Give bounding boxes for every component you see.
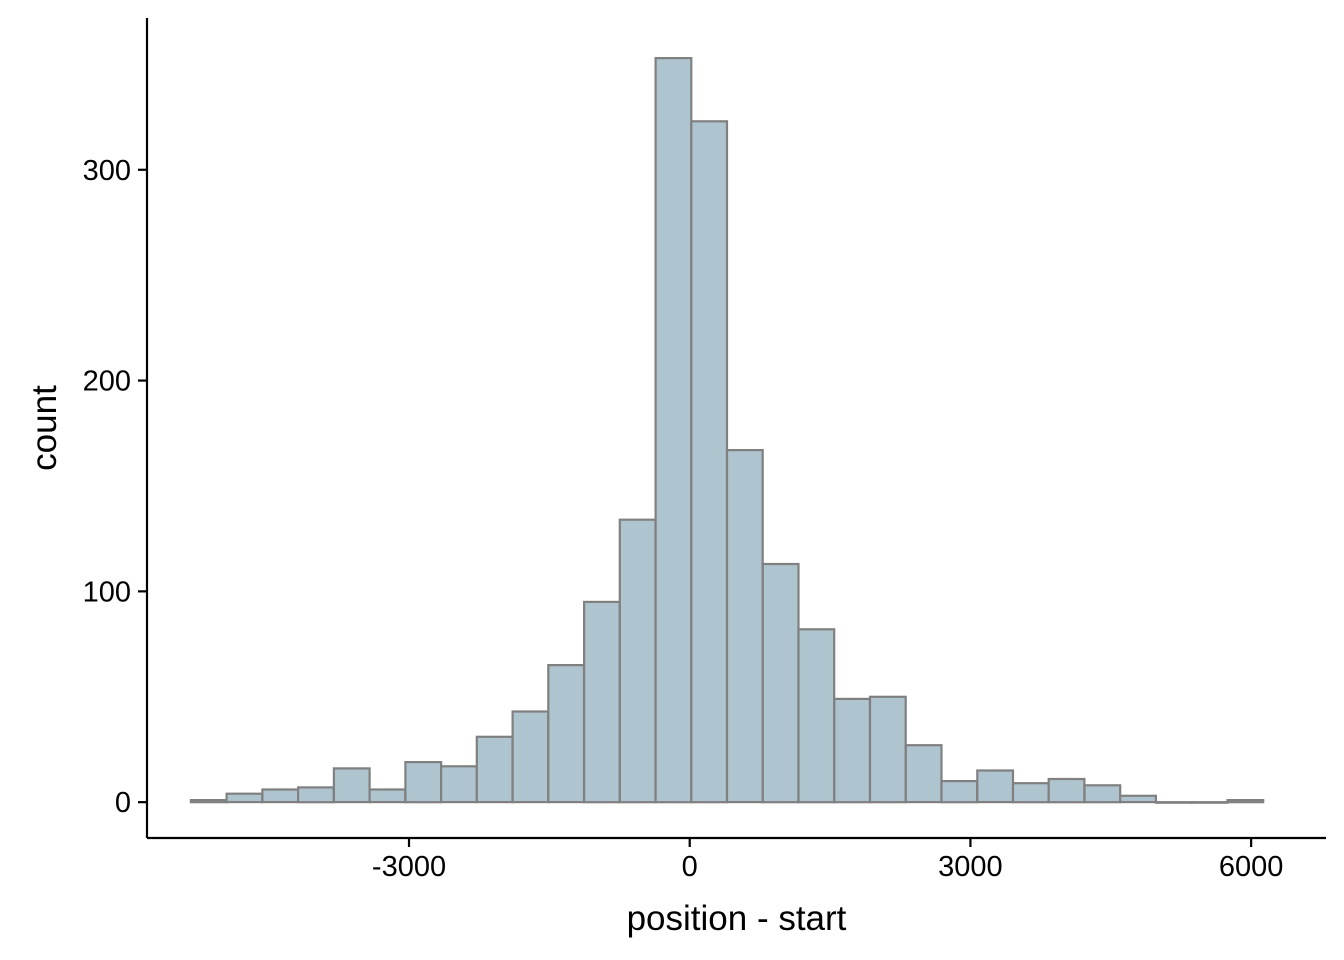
histogram-bar — [189, 798, 228, 804]
histogram-bar — [618, 518, 657, 804]
histogram-bar — [332, 767, 371, 804]
histogram-bar — [940, 779, 979, 804]
histogram-bar — [1011, 782, 1050, 804]
histogram-bar — [475, 735, 514, 804]
histogram-bar — [297, 786, 335, 804]
y-axis-ticks: 0 100 200 300 — [83, 155, 147, 819]
histogram-bars — [189, 56, 1265, 804]
histogram-bar — [654, 56, 693, 804]
x-tick-label: 6000 — [1219, 851, 1284, 883]
histogram-bar — [1047, 777, 1086, 804]
histogram-bar — [797, 628, 836, 804]
histogram-bar — [904, 744, 943, 804]
y-tick-label: 0 — [115, 787, 131, 819]
histogram-bar — [1154, 801, 1193, 804]
histogram-bar — [761, 562, 800, 804]
histogram-bar — [440, 765, 478, 804]
histogram-bar — [547, 663, 586, 804]
y-tick-label: 200 — [83, 366, 131, 398]
histogram-bar — [1190, 801, 1229, 804]
histogram-bar — [261, 788, 300, 804]
histogram-bar — [582, 600, 621, 804]
histogram-bar — [511, 710, 550, 804]
x-tick-label: -3000 — [372, 851, 446, 883]
histogram-bar — [225, 792, 264, 804]
x-axis-ticks: -3000 0 3000 6000 — [372, 838, 1283, 883]
histogram-bar — [1226, 798, 1265, 804]
x-tick-label: 0 — [682, 851, 698, 883]
histogram-bar — [368, 788, 407, 804]
histogram-bar — [690, 120, 729, 804]
histogram-bar — [868, 695, 907, 804]
y-tick-label: 100 — [83, 576, 131, 608]
histogram-bar — [404, 760, 443, 804]
x-axis-title: position - start — [627, 899, 847, 938]
histogram-bar — [1119, 794, 1157, 804]
histogram-bar — [976, 769, 1015, 804]
y-axis-title: count — [25, 385, 64, 471]
histogram-bar — [833, 697, 872, 804]
y-tick-label: 300 — [83, 155, 131, 187]
x-tick-label: 3000 — [938, 851, 1003, 883]
histogram-bar — [1083, 784, 1122, 804]
histogram-bar — [725, 449, 764, 804]
